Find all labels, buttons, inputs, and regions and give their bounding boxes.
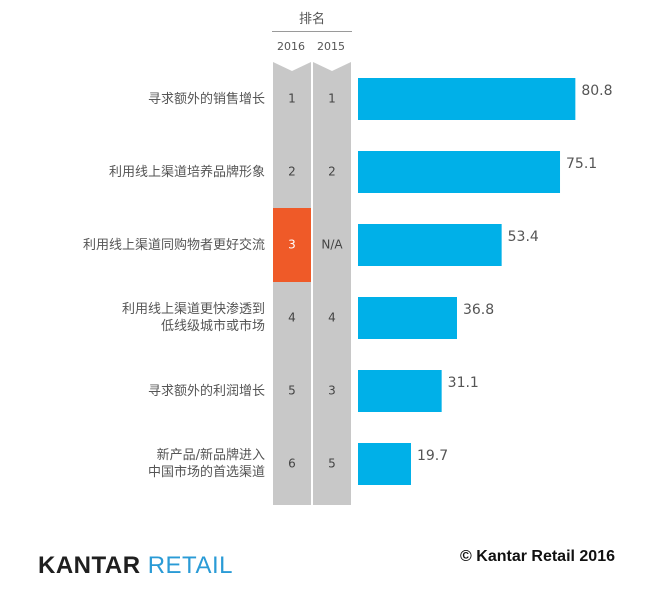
rank-title: 排名 [298,12,325,27]
bar-value-label: 80.8 [581,83,612,99]
copyright-text: © Kantar Retail 2016 [460,548,615,565]
bar [358,151,561,193]
column-header-2016: 2016 [277,40,305,53]
header-divider [272,31,352,32]
rank-2016-value: 2 [288,165,296,179]
rank-2015-value: 3 [328,384,336,398]
bar-value-label: 36.8 [463,302,494,318]
category-label: 寻求额外的销售增长 [15,91,265,108]
category-label: 新产品/新品牌进入中国市场的首选渠道 [15,447,265,481]
bar-value-label: 75.1 [566,156,597,172]
category-label-line: 中国市场的首选渠道 [147,465,265,480]
category-label-line: 低线级城市或市场 [160,319,265,334]
rank-column-2015 [313,62,351,505]
bar [358,443,411,485]
category-label-line: 寻求额外的利润增长 [147,383,265,399]
rank-2016-value: 6 [288,457,296,471]
category-label: 利用线上渠道同购物者更好交流 [15,237,265,254]
rank-column-2016 [273,62,311,505]
logo-kantar-text: KANTAR [38,552,141,579]
bar [358,297,457,339]
rank-2015-value: 2 [328,165,336,179]
category-label: 利用线上渠道更快渗透到低线级城市或市场 [15,301,265,335]
logo-retail-text: RETAIL [147,552,233,579]
bar [358,370,442,412]
category-label-line: 利用线上渠道培养品牌形象 [108,164,265,180]
category-label: 寻求额外的利润增长 [15,383,265,400]
rank-2016-value: 1 [288,92,296,106]
rank-highlight-2016 [273,208,311,282]
bar-value-label: 19.7 [417,448,448,464]
category-label-line: 利用线上渠道同购物者更好交流 [82,237,265,253]
category-label-line: 利用线上渠道更快渗透到 [121,302,265,317]
rank-2016-value: 4 [288,311,296,325]
rank-2016-value: 3 [288,238,296,252]
bar [358,78,576,120]
kantar-retail-logo: KANTAR RETAIL [38,552,233,580]
category-label-line: 寻求额外的销售增长 [147,91,265,107]
rank-2015-value: 1 [328,92,336,106]
rank-2016-value: 5 [288,384,296,398]
bar-value-label: 53.4 [508,229,539,245]
category-label: 利用线上渠道培养品牌形象 [15,164,265,181]
bar [358,224,502,266]
bar-value-label: 31.1 [448,375,479,391]
column-header-2015: 2015 [317,40,345,53]
rank-2015-value: N/A [321,238,343,252]
rank-2015-value: 4 [328,311,336,325]
category-label-line: 新产品/新品牌进入 [156,448,265,463]
rank-2015-value: 5 [328,457,336,471]
